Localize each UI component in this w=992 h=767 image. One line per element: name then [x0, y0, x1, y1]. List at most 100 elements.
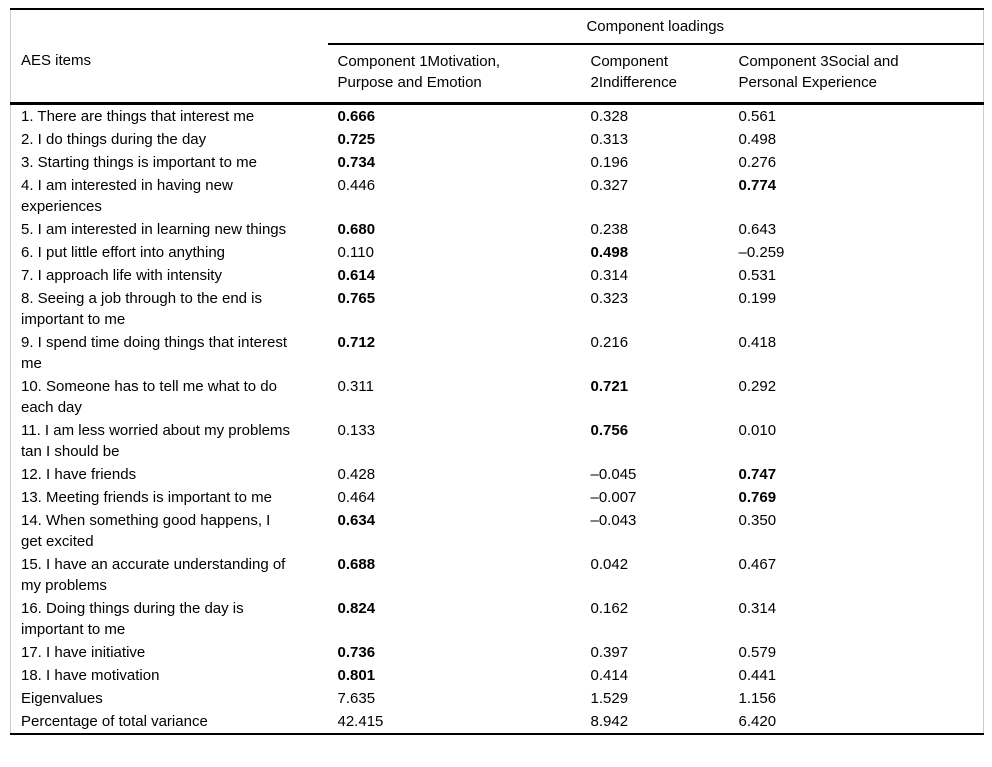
loading-cell-component-1: 0.634 [337, 512, 376, 529]
item-cell: 4. I am interested in having new experie… [21, 177, 233, 215]
item-cell: 3. Starting things is important to me [21, 154, 257, 171]
col-header-component-3: Component 3Social and Personal Experienc… [728, 44, 984, 105]
table-row: 13. Meeting friends is important to me 0… [11, 486, 984, 509]
table-row: 11. I am less worried about my problems … [11, 419, 984, 463]
loading-cell-component-3: 1.156 [738, 690, 777, 707]
table-row: 2. I do things during the day 0.725 0.31… [11, 128, 984, 151]
table-row: 15. I have an accurate understanding of … [11, 553, 984, 597]
group-header: Component loadings [327, 9, 984, 45]
loading-cell-component-2: 0.162 [590, 600, 629, 617]
loading-cell-component-1: 0.614 [337, 267, 376, 284]
loading-cell-component-2: 1.529 [590, 690, 629, 707]
col-header-items-label: AES items [21, 52, 92, 69]
loading-cell-component-3: –0.259 [738, 244, 785, 261]
loading-cell-component-3: 0.314 [738, 600, 777, 617]
group-header-row: Component loadings [11, 9, 984, 45]
loading-cell-component-2: 0.327 [590, 177, 629, 194]
col-header-component-1: Component 1Motivation, Purpose and Emoti… [327, 44, 581, 105]
loading-cell-component-1: 0.464 [337, 489, 376, 506]
table-row: 6. I put little effort into anything 0.1… [11, 241, 984, 264]
loading-cell-component-3: 0.467 [738, 556, 777, 573]
col-header-items: AES items [10, 44, 328, 105]
table-row: 4. I am interested in having new experie… [11, 174, 984, 218]
item-cell: 10. Someone has to tell me what to do ea… [21, 378, 277, 416]
corner-cell [11, 9, 328, 44]
col-header-component-2: Component 2Indifference [580, 44, 729, 105]
loading-cell-component-2: 8.942 [590, 713, 629, 730]
loading-cell-component-1: 0.311 [337, 378, 374, 395]
table-row: 3. Starting things is important to me 0.… [11, 151, 984, 174]
loading-cell-component-3: 0.276 [738, 154, 777, 171]
loading-cell-component-1: 0.725 [337, 131, 376, 148]
loading-cell-component-3: 0.498 [738, 131, 777, 148]
loading-cell-component-3: 0.350 [738, 512, 777, 529]
loading-cell-component-1: 0.824 [337, 600, 376, 617]
loading-cell-component-2: –0.043 [590, 512, 637, 529]
loading-cell-component-2: 0.397 [590, 644, 629, 661]
loading-cell-component-1: 0.734 [337, 154, 376, 171]
item-cell: 5. I am interested in learning new thing… [21, 221, 287, 238]
loading-cell-component-2: 0.756 [590, 422, 629, 439]
table-row: Percentage of total variance 42.415 8.94… [11, 710, 984, 734]
table-row: 16. Doing things during the day is impor… [11, 597, 984, 641]
loading-cell-component-2: 0.323 [590, 290, 629, 307]
table-row: 5. I am interested in learning new thing… [11, 218, 984, 241]
table-row: 10. Someone has to tell me what to do ea… [11, 375, 984, 419]
item-cell: 11. I am less worried about my problems … [21, 422, 290, 460]
item-cell: 15. I have an accurate understanding of … [21, 556, 286, 594]
table-row: 1. There are things that interest me 0.6… [11, 104, 984, 129]
loading-cell-component-1: 0.666 [337, 108, 376, 125]
item-cell: 1. There are things that interest me [21, 108, 255, 125]
loading-cell-component-3: 0.747 [738, 466, 777, 483]
table-row: 12. I have friends 0.428 –0.045 0.747 [11, 463, 984, 486]
loading-cell-component-2: 0.313 [590, 131, 629, 148]
loading-cell-component-3: 0.774 [738, 177, 777, 194]
loading-cell-component-2: 0.238 [590, 221, 629, 238]
table-row: 9. I spend time doing things that intere… [11, 331, 984, 375]
loading-cell-component-3: 0.441 [738, 667, 777, 684]
loading-cell-component-3: 0.769 [738, 489, 777, 506]
item-cell: 6. I put little effort into anything [21, 244, 226, 261]
loading-cell-component-1: 0.428 [337, 466, 376, 483]
item-cell: 7. I approach life with intensity [21, 267, 222, 284]
loading-cell-component-2: –0.007 [590, 489, 637, 506]
loading-cell-component-3: 0.010 [738, 422, 777, 439]
loading-cell-component-1: 0.765 [337, 290, 376, 307]
loading-cell-component-3: 0.292 [738, 378, 777, 395]
table-row: 14. When something good happens, I get e… [11, 509, 984, 553]
item-cell: 14. When something good happens, I get e… [21, 512, 271, 550]
loading-cell-component-1: 42.415 [337, 713, 384, 730]
col-header-component-1-label: Component 1Motivation, Purpose and Emoti… [337, 53, 501, 91]
component-loadings-table: Component loadings AES items Component 1… [10, 8, 984, 735]
loading-cell-component-3: 0.579 [738, 644, 777, 661]
item-cell: 16. Doing things during the day is impor… [21, 600, 244, 638]
item-cell: 8. Seeing a job through to the end is im… [21, 290, 263, 328]
loading-cell-component-3: 0.199 [738, 290, 777, 307]
loading-cell-component-1: 0.133 [337, 422, 376, 439]
loading-cell-component-1: 0.110 [337, 244, 374, 261]
loading-cell-component-3: 6.420 [738, 713, 777, 730]
loading-cell-component-2: 0.042 [590, 556, 629, 573]
loading-cell-component-2: –0.045 [590, 466, 637, 483]
item-cell: 17. I have initiative [21, 644, 146, 661]
loading-cell-component-1: 7.635 [337, 690, 376, 707]
col-header-component-3-label: Component 3Social and Personal Experienc… [738, 53, 899, 91]
loading-cell-component-3: 0.561 [738, 108, 777, 125]
table-row: 18. I have motivation 0.801 0.414 0.441 [11, 664, 984, 687]
loading-cell-component-1: 0.736 [337, 644, 376, 661]
table-row: 8. Seeing a job through to the end is im… [11, 287, 984, 331]
item-cell: 12. I have friends [21, 466, 137, 483]
loading-cell-component-2: 0.196 [590, 154, 629, 171]
column-header-row: AES items Component 1Motivation, Purpose… [10, 44, 984, 105]
loading-cell-component-1: 0.680 [337, 221, 376, 238]
item-cell: Percentage of total variance [21, 713, 208, 730]
loading-cell-component-2: 0.721 [590, 378, 629, 395]
item-cell: Eigenvalues [21, 690, 103, 707]
loading-cell-component-3: 0.418 [738, 334, 777, 351]
loading-cell-component-1: 0.688 [337, 556, 376, 573]
item-cell: 18. I have motivation [21, 667, 160, 684]
loading-cell-component-2: 0.314 [590, 267, 629, 284]
item-cell: 13. Meeting friends is important to me [21, 489, 272, 506]
loading-cell-component-3: 0.531 [738, 267, 777, 284]
